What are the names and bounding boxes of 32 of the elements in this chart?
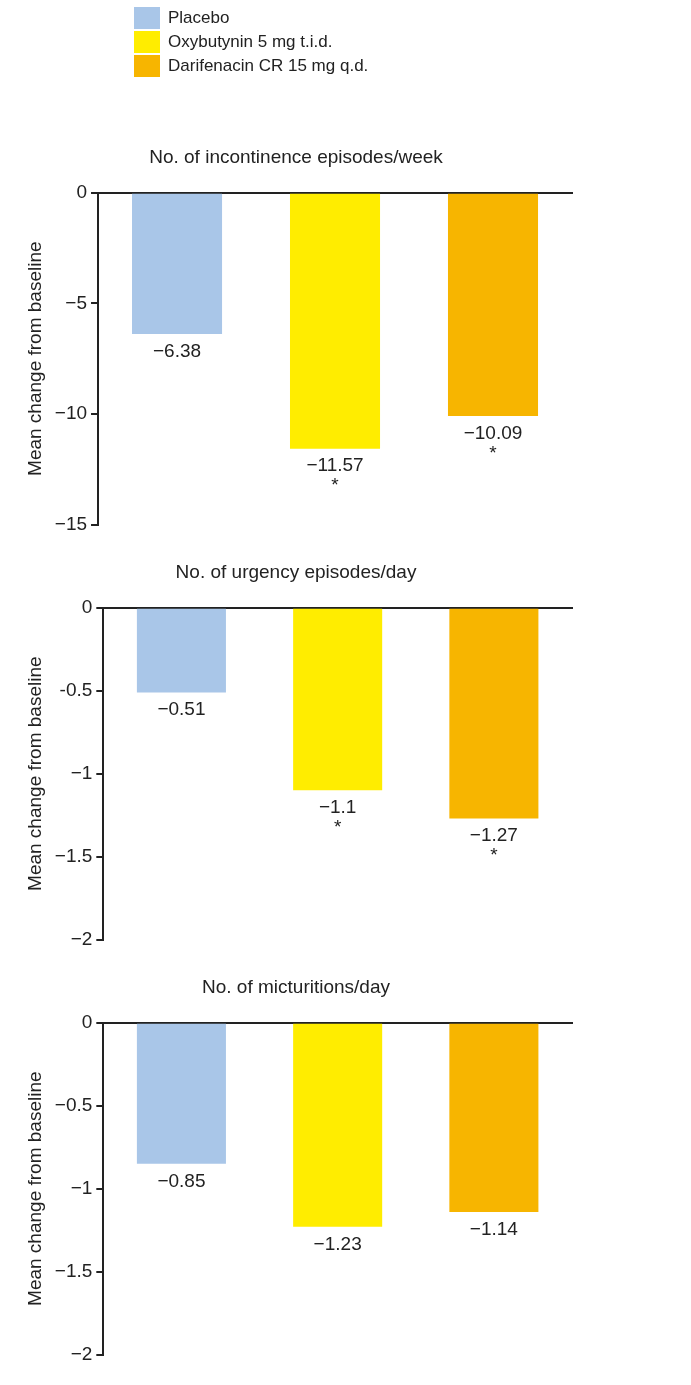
data-label: −10.09 * [463, 421, 523, 463]
data-label: −0.51 [157, 698, 206, 720]
y-tick-label: −1 [70, 1176, 93, 1198]
y-tick-label: −1 [70, 761, 93, 783]
y-tick-label: −1.5 [54, 844, 93, 866]
data-label: −1.14 [469, 1217, 519, 1239]
chart-title: No. of incontinence episodes/week [149, 145, 444, 167]
y-tick-label: 0 [81, 596, 93, 618]
legend-label: Placebo [168, 8, 230, 28]
y-tick-label: −2 [70, 927, 93, 949]
data-label: −0.85 [157, 1169, 206, 1191]
data-label: −1.23 [313, 1232, 362, 1254]
legend-label: Darifenacin CR 15 mg q.d. [168, 56, 369, 76]
y-tick-label: −10 [54, 402, 88, 424]
y-tick-label: −5 [65, 291, 88, 313]
y-tick-label: −2 [70, 1342, 93, 1364]
chart-title: No. of micturitions/day [202, 975, 391, 997]
y-axis-title: Mean change from baseline [23, 656, 45, 891]
y-tick-label: −15 [54, 512, 88, 534]
data-label: −1.1 * [318, 796, 357, 838]
chart-title: No. of urgency episodes/day [175, 560, 417, 582]
y-tick-label: −0.5 [54, 1093, 93, 1115]
y-tick-label: 0 [81, 1011, 93, 1033]
y-tick-label: 0 [76, 181, 88, 203]
y-tick-label: -0.5 [59, 678, 93, 700]
y-tick-label: −1.5 [54, 1259, 93, 1281]
legend-label: Oxybutynin 5 mg t.i.d. [168, 32, 333, 52]
data-label: −1.27 * [469, 824, 518, 866]
data-label: −11.57 * [306, 454, 364, 496]
data-label: −6.38 [152, 339, 202, 361]
y-axis-title: Mean change from baseline [23, 1071, 45, 1306]
y-axis-title: Mean change from baseline [23, 241, 45, 476]
